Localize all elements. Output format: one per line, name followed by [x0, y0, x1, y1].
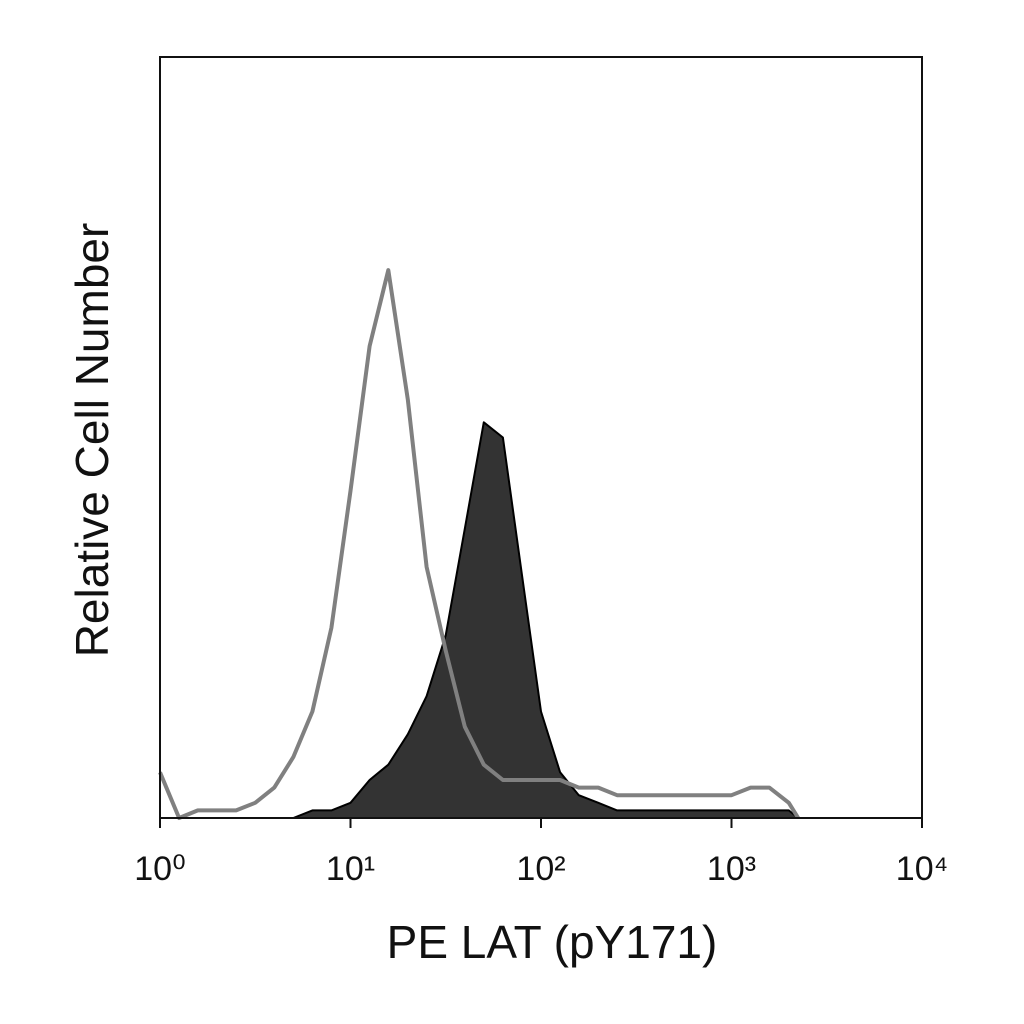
plot-frame — [159, 56, 923, 819]
x-axis-label: PE LAT (pY171) — [387, 916, 718, 968]
x-tick-label: 10² — [516, 850, 565, 888]
x-tick-label: 10⁴ — [896, 850, 948, 888]
y-axis-label: Relative Cell Number — [66, 223, 118, 658]
x-tick-label: 10³ — [707, 850, 756, 888]
outline-histogram — [158, 268, 800, 820]
x-tick-label: 10¹ — [326, 850, 375, 888]
x-tick-label: 10⁰ — [134, 850, 185, 888]
